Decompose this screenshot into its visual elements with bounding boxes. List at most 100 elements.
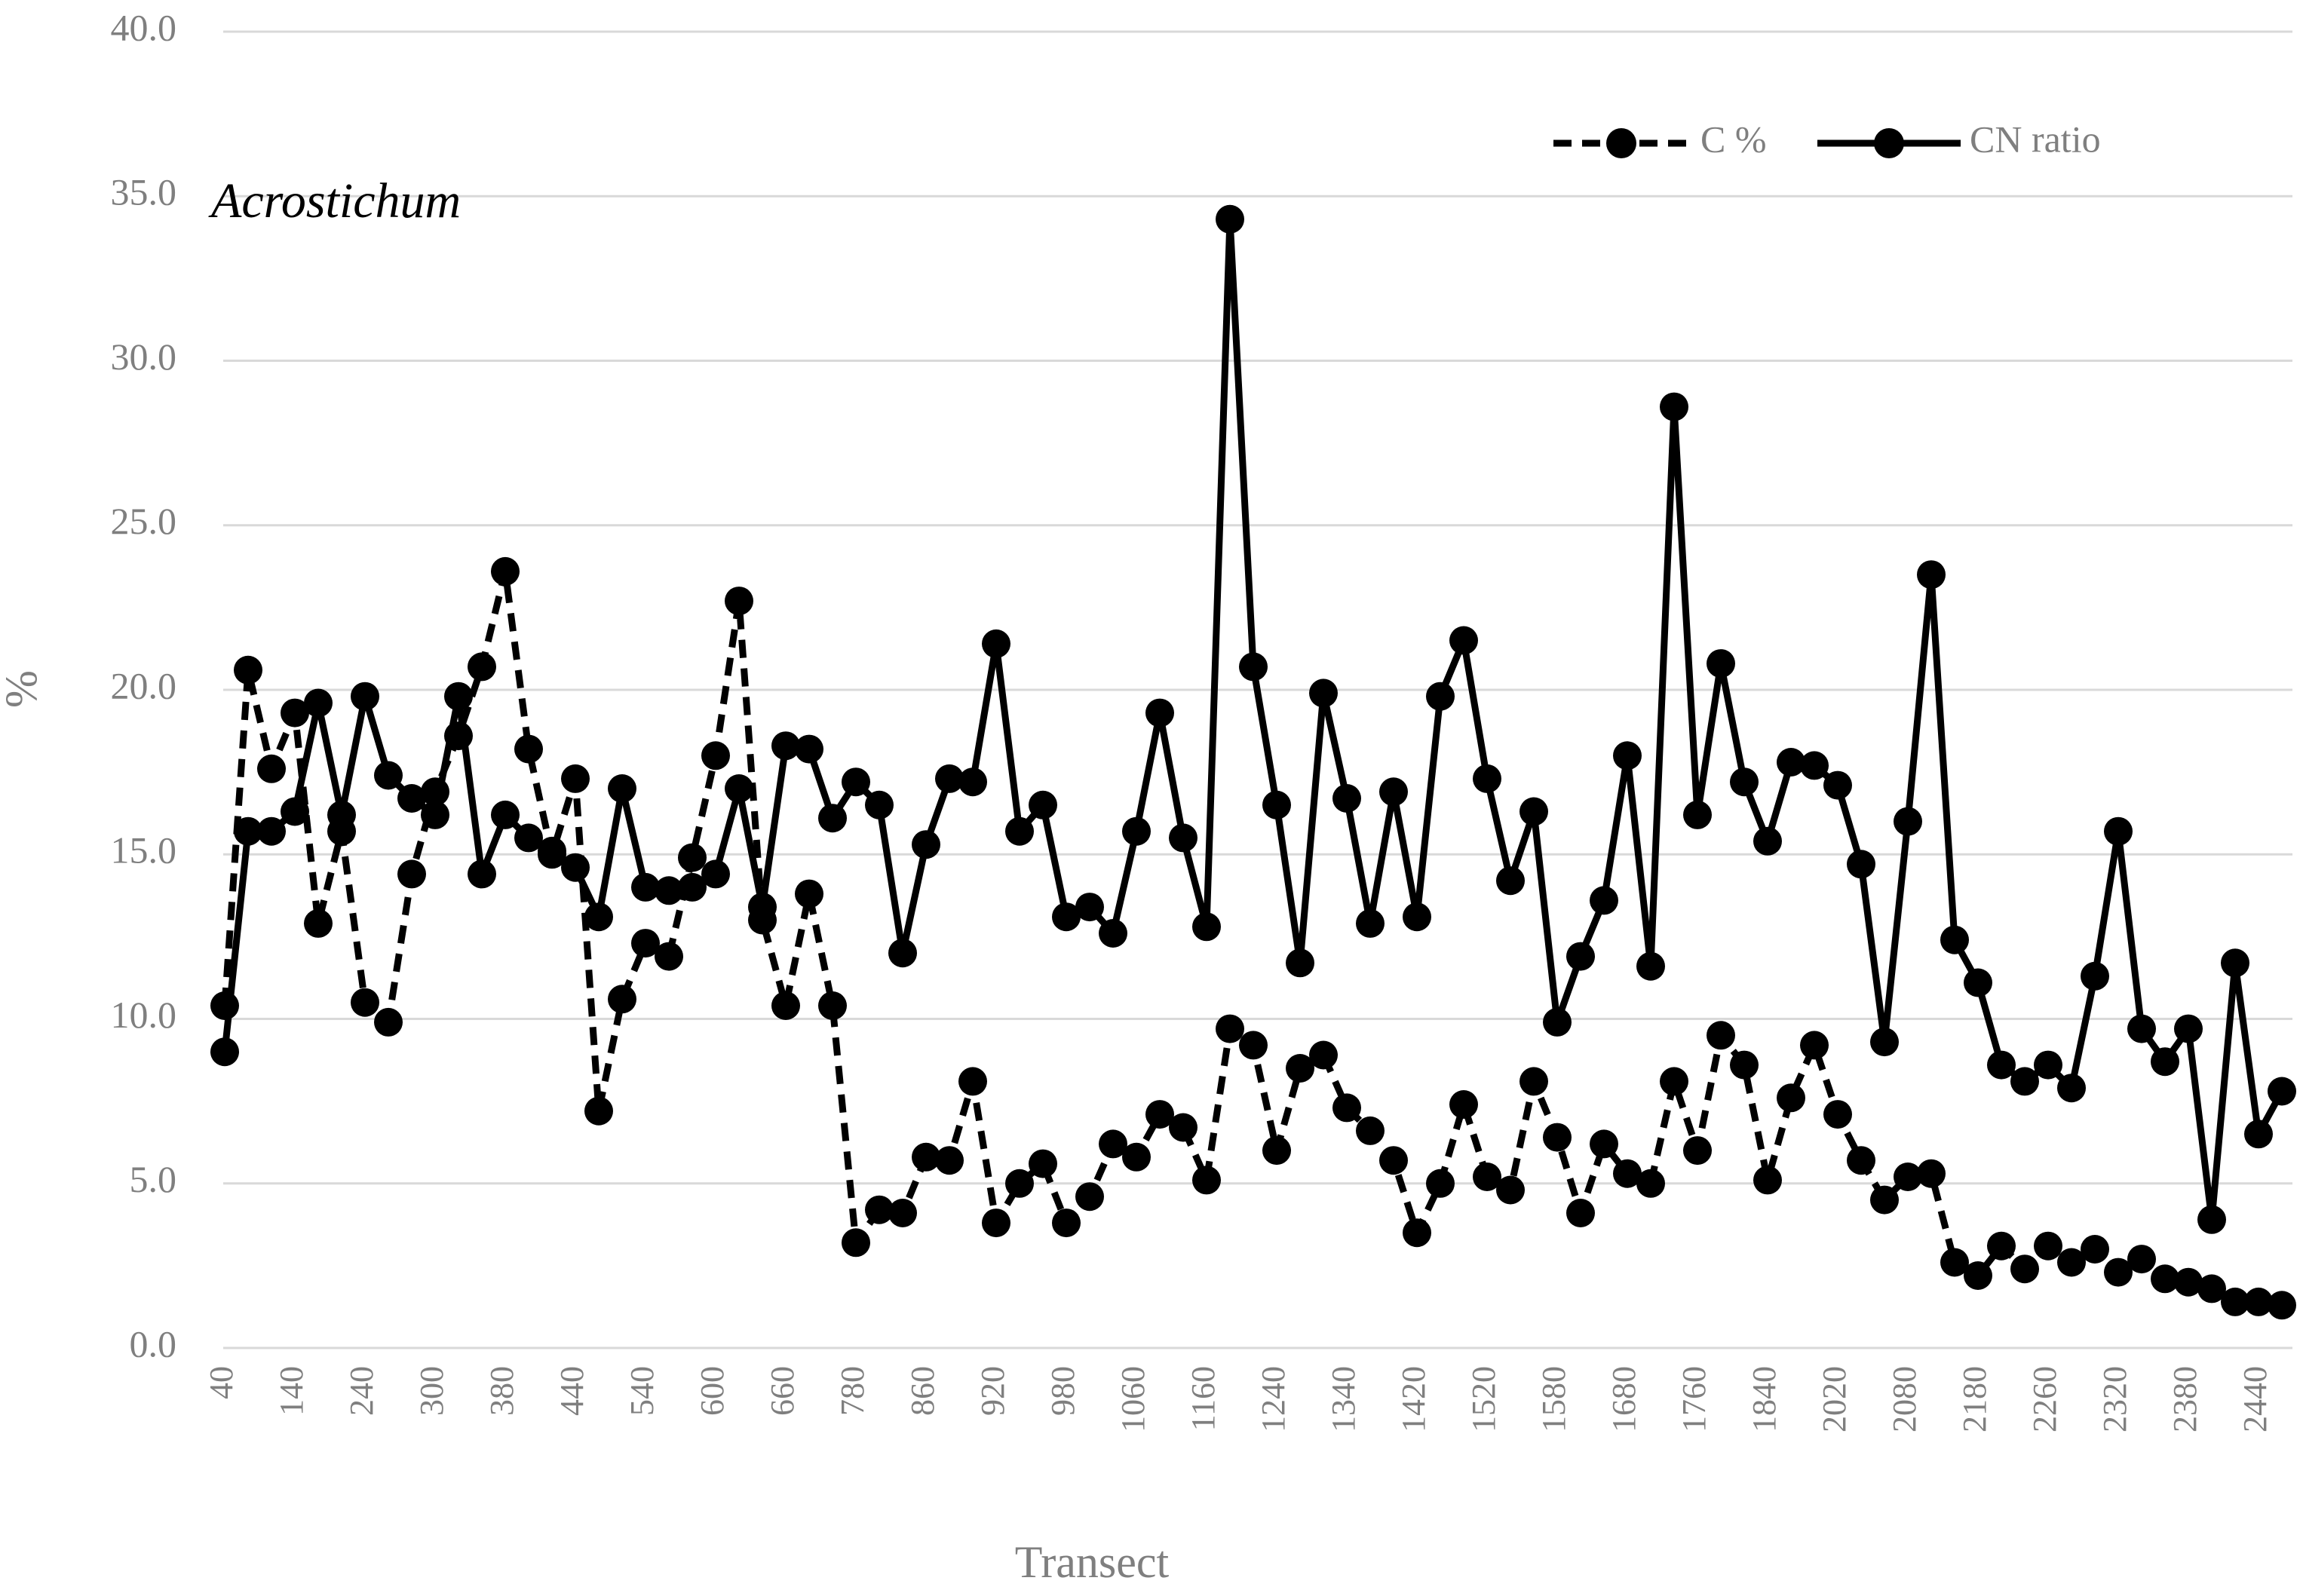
data-point-c	[1309, 1040, 1338, 1070]
data-point-cn-ratio	[1379, 777, 1408, 807]
x-tick-label: 660	[764, 1366, 801, 1416]
data-point-c	[958, 1067, 987, 1096]
data-point-cn-ratio	[468, 859, 496, 889]
data-point-cn-ratio	[701, 859, 730, 889]
data-point-c	[631, 929, 660, 958]
data-point-c	[1169, 1113, 1197, 1142]
data-point-c	[678, 843, 707, 872]
x-tick-label: 1580	[1535, 1366, 1572, 1432]
data-point-cn-ratio	[608, 774, 636, 803]
data-point-c	[281, 698, 309, 728]
data-point-c	[2057, 1248, 2086, 1277]
data-point-cn-ratio	[421, 800, 449, 829]
data-point-c	[1286, 1054, 1314, 1083]
data-point-cn-ratio	[538, 836, 566, 865]
data-point-cn-ratio	[1496, 866, 1525, 896]
data-point-cn-ratio	[2174, 1014, 2203, 1043]
series-cn-ratio	[210, 204, 2296, 1234]
data-point-c	[888, 1199, 917, 1227]
legend-label-cn-ratio: CN ratio	[1970, 118, 2101, 160]
data-point-c	[584, 1096, 613, 1126]
data-point-cn-ratio	[1403, 902, 1431, 932]
data-point-cn-ratio	[958, 767, 987, 797]
data-point-c	[1426, 1169, 1455, 1198]
x-tick-label: 2440	[2237, 1366, 2274, 1432]
data-point-c	[234, 655, 262, 685]
data-point-cn-ratio	[1099, 919, 1127, 948]
data-point-cn-ratio	[1894, 807, 1922, 836]
data-point-c	[1099, 1129, 1127, 1159]
data-point-cn-ratio	[1122, 816, 1151, 846]
data-point-c	[1590, 1129, 1618, 1159]
x-tick-label: 2020	[1816, 1366, 1853, 1432]
x-tick-label: 1340	[1325, 1366, 1362, 1432]
data-point-cn-ratio	[2127, 1014, 2156, 1043]
data-point-cn-ratio	[1426, 682, 1455, 711]
data-point-cn-ratio	[655, 876, 683, 905]
data-point-cn-ratio	[1216, 204, 1244, 234]
data-point-c	[1379, 1146, 1408, 1175]
data-point-c	[1660, 1067, 1688, 1096]
x-tick-label: 380	[483, 1366, 520, 1416]
x-tick-label: 2080	[1886, 1366, 1923, 1432]
x-tick-label: 300	[413, 1366, 450, 1416]
data-point-cn-ratio	[584, 902, 613, 932]
data-point-cn-ratio	[514, 823, 543, 853]
data-point-c	[1730, 1050, 1759, 1080]
data-point-c	[1216, 1014, 1244, 1043]
y-tick-label: 40.0	[111, 6, 177, 48]
data-point-cn-ratio	[1777, 748, 1805, 777]
data-point-c	[1800, 1031, 1829, 1060]
data-point-c	[935, 1146, 964, 1175]
data-point-c	[1823, 1100, 1852, 1129]
data-point-c	[2244, 1287, 2273, 1316]
data-point-cn-ratio	[795, 734, 823, 764]
data-point-cn-ratio	[1543, 1007, 1572, 1037]
data-point-c	[982, 1208, 1010, 1238]
data-point-c	[1707, 1021, 1735, 1050]
series-c	[210, 556, 2296, 1320]
data-point-c	[491, 556, 520, 586]
data-point-cn-ratio	[1332, 784, 1361, 813]
data-point-c	[1777, 1083, 1805, 1113]
data-point-c	[818, 991, 847, 1020]
data-point-cn-ratio	[748, 893, 777, 922]
data-point-c	[2081, 1235, 2109, 1264]
x-tick-label: 1060	[1115, 1366, 1152, 1432]
data-point-cn-ratio	[1590, 886, 1618, 915]
data-point-c	[1403, 1218, 1431, 1248]
y-tick-label: 35.0	[111, 171, 177, 213]
x-tick-label: 2380	[2167, 1366, 2203, 1432]
data-point-cn-ratio	[397, 784, 426, 813]
y-tick-label: 5.0	[130, 1158, 177, 1200]
data-point-cn-ratio	[1192, 912, 1221, 942]
data-point-cn-ratio	[2081, 961, 2109, 991]
x-axis-title: Transect	[1015, 1537, 1170, 1587]
data-point-c	[2104, 1258, 2133, 1287]
data-point-c	[2010, 1254, 2039, 1284]
x-tick-label: 40	[203, 1366, 240, 1399]
data-point-cn-ratio	[210, 1037, 239, 1067]
data-point-cn-ratio	[561, 853, 590, 882]
y-axis-tick-labels: 0.0 5.0 10.0 15.0 20.0 25.0 30.0 35.0 40.0	[111, 6, 177, 1365]
data-point-c	[1870, 1185, 1899, 1215]
x-tick-label: 920	[974, 1366, 1011, 1416]
data-point-cn-ratio	[1707, 649, 1735, 679]
data-point-c	[701, 741, 730, 770]
data-point-cn-ratio	[257, 816, 286, 846]
x-tick-label: 2260	[2026, 1366, 2063, 1432]
data-point-cn-ratio	[1660, 392, 1688, 421]
data-point-c	[1356, 1116, 1385, 1145]
data-point-c	[1543, 1123, 1572, 1152]
data-point-cn-ratio	[1636, 951, 1665, 981]
data-point-cn-ratio	[1847, 850, 1875, 879]
data-point-c	[397, 859, 426, 889]
data-point-c	[2174, 1267, 2203, 1297]
legend-item-cn-ratio: CN ratio	[1817, 118, 2101, 160]
data-point-c	[655, 942, 683, 971]
data-point-cn-ratio	[234, 816, 262, 846]
data-point-cn-ratio	[1823, 770, 1852, 800]
data-point-cn-ratio	[1075, 893, 1104, 922]
data-point-c	[1122, 1142, 1151, 1172]
data-point-cn-ratio	[2010, 1067, 2039, 1096]
